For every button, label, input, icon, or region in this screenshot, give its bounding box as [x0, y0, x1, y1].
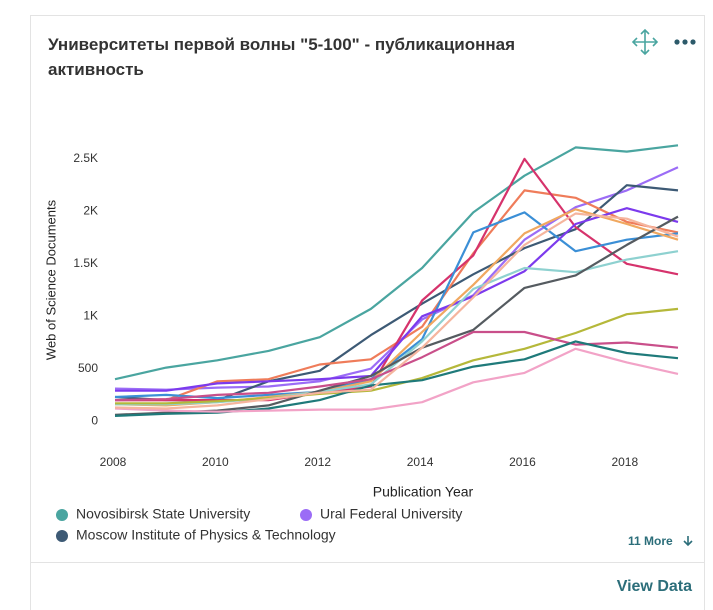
- series-line: [114, 211, 679, 400]
- view-data-button[interactable]: View Data: [617, 578, 692, 595]
- x-axis-label: Publication Year: [373, 484, 474, 500]
- x-tick-label: 2014: [407, 455, 434, 469]
- chart-title: Университеты первой волны "5-100" - публ…: [48, 35, 515, 79]
- legend-label: Moscow Institute of Physics & Technology: [76, 527, 336, 543]
- y-tick-label: 1.5K: [73, 256, 98, 270]
- y-tick-label: 0: [91, 413, 98, 427]
- series-line: [114, 340, 679, 417]
- more-arrow: [683, 536, 693, 547]
- legend-swatch: [56, 530, 68, 542]
- card: [30, 15, 705, 610]
- y-tick-label: 2K: [83, 204, 98, 218]
- x-tick-label: 2016: [509, 455, 536, 469]
- series-line: [115, 207, 679, 392]
- title-line: активность: [48, 60, 144, 79]
- y-tick-label: 1K: [83, 308, 98, 322]
- y-tick-label: 2.5K: [73, 151, 98, 165]
- legend-label: Novosibirsk State University: [76, 506, 250, 522]
- menu-icon[interactable]: [674, 39, 696, 45]
- x-tick-label: 2018: [611, 455, 638, 469]
- legend-label: Ural Federal University: [320, 506, 462, 522]
- series-line: [114, 347, 679, 413]
- x-tick-label: 2008: [100, 455, 127, 469]
- series-line: [114, 212, 679, 410]
- move-icon[interactable]: [631, 28, 659, 56]
- legend: Novosibirsk State University Ural Federal…: [56, 506, 462, 543]
- series-line: [114, 144, 679, 381]
- more-link[interactable]: 11 More: [628, 534, 673, 548]
- series-line: [115, 157, 679, 402]
- y-tick-label: 500: [78, 361, 98, 375]
- series-line: [115, 307, 679, 405]
- legend-swatch: [56, 509, 68, 521]
- x-tick-label: 2012: [304, 455, 331, 469]
- x-tick-label: 2010: [202, 455, 229, 469]
- title-line: Университеты первой волны "5-100" - публ…: [48, 35, 515, 54]
- y-axis-label: Web of Science Documents: [43, 199, 58, 360]
- legend-swatch: [300, 509, 312, 521]
